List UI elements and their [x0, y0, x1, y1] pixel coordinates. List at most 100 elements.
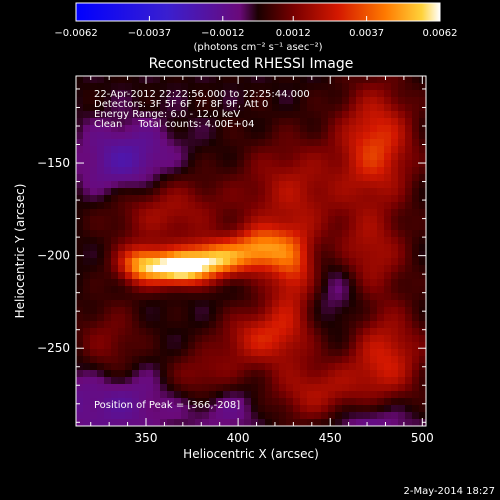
heatmap-cell	[230, 412, 238, 420]
heatmap-cell	[195, 132, 203, 140]
heatmap-cell	[146, 132, 154, 140]
heatmap-cell	[160, 76, 168, 84]
heatmap-cell	[293, 160, 301, 168]
heatmap-cell	[216, 265, 224, 273]
heatmap-cell	[125, 349, 133, 357]
heatmap-cell	[384, 97, 392, 105]
heatmap-cell	[412, 398, 420, 406]
heatmap-cell	[118, 223, 126, 231]
heatmap-cell	[104, 83, 112, 91]
heatmap-cell	[363, 160, 371, 168]
heatmap-cell	[237, 419, 245, 426]
heatmap-cell	[412, 349, 420, 357]
heatmap-cell	[195, 174, 203, 182]
heatmap-cell	[97, 223, 105, 231]
heatmap-cell	[209, 118, 217, 126]
heatmap-cell	[90, 405, 98, 413]
heatmap-cell	[405, 237, 413, 245]
heatmap-cell	[307, 167, 315, 175]
heatmap-cell	[174, 188, 182, 196]
heatmap-cell	[370, 244, 378, 252]
heatmap-cell	[398, 132, 406, 140]
heatmap-cell	[251, 328, 259, 336]
heatmap-cell	[286, 342, 294, 350]
heatmap-cell	[342, 342, 350, 350]
heatmap-cell	[398, 188, 406, 196]
heatmap-cell	[412, 251, 420, 259]
heatmap-cell	[363, 342, 371, 350]
y-tick-label: −250	[37, 341, 70, 355]
heatmap-cell	[125, 216, 133, 224]
heatmap-cell	[377, 412, 385, 420]
heatmap-cell	[153, 272, 161, 280]
heatmap-cell	[412, 391, 420, 399]
heatmap-cell	[279, 181, 287, 189]
heatmap-cell	[398, 76, 406, 84]
heatmap-cell	[125, 258, 133, 266]
heatmap-cell	[377, 286, 385, 294]
heatmap-cell	[244, 160, 252, 168]
heatmap-cell	[398, 111, 406, 119]
heatmap-cell	[300, 223, 308, 231]
heatmap-cell	[174, 286, 182, 294]
heatmap-cell	[286, 419, 294, 426]
heatmap-cell	[356, 405, 364, 413]
heatmap-cell	[153, 391, 161, 399]
heatmap-cell	[111, 391, 119, 399]
heatmap-cell	[293, 349, 301, 357]
heatmap-cell	[314, 377, 322, 385]
heatmap-cell	[286, 363, 294, 371]
heatmap-cell	[328, 97, 336, 105]
heatmap-cell	[391, 153, 399, 161]
heatmap-cell	[132, 377, 140, 385]
heatmap-cell	[209, 293, 217, 301]
heatmap-cell	[97, 356, 105, 364]
heatmap-cell	[118, 181, 126, 189]
heatmap-cell	[76, 188, 84, 196]
heatmap-cell	[202, 300, 210, 308]
heatmap-cell	[265, 335, 273, 343]
heatmap-cell	[342, 377, 350, 385]
heatmap-cell	[265, 111, 273, 119]
heatmap-cell	[293, 153, 301, 161]
heatmap-cell	[244, 76, 252, 84]
heatmap-cell	[377, 265, 385, 273]
heatmap-cell	[258, 230, 266, 238]
heatmap-cell	[132, 321, 140, 329]
heatmap-cell	[405, 216, 413, 224]
heatmap-cell	[125, 118, 133, 126]
heatmap-cell	[363, 405, 371, 413]
heatmap-cell	[335, 209, 343, 217]
heatmap-cell	[342, 97, 350, 105]
heatmap-cell	[251, 97, 259, 105]
heatmap-cell	[335, 76, 343, 84]
heatmap-cell	[146, 83, 154, 91]
heatmap-cell	[230, 174, 238, 182]
heatmap-cell	[153, 321, 161, 329]
heatmap-cell	[314, 104, 322, 112]
heatmap-cell	[293, 412, 301, 420]
heatmap-cell	[174, 349, 182, 357]
heatmap-cell	[363, 118, 371, 126]
heatmap-cell	[139, 111, 147, 119]
heatmap-cell	[111, 384, 119, 392]
heatmap-cell	[349, 104, 357, 112]
heatmap-cell	[363, 391, 371, 399]
heatmap-cell	[118, 335, 126, 343]
heatmap-cell	[321, 314, 329, 322]
heatmap-cell	[286, 391, 294, 399]
heatmap-cell	[300, 377, 308, 385]
heatmap-cell	[83, 118, 91, 126]
heatmap-cell	[321, 223, 329, 231]
heatmap-cell	[349, 202, 357, 210]
heatmap-cell	[356, 230, 364, 238]
heatmap-cell	[307, 356, 315, 364]
heatmap-cell	[349, 223, 357, 231]
heatmap-cell	[202, 76, 210, 84]
heatmap-cell	[370, 125, 378, 133]
heatmap-cell	[356, 349, 364, 357]
heatmap-cell	[237, 216, 245, 224]
heatmap-cell	[118, 125, 126, 133]
heatmap-cell	[307, 195, 315, 203]
heatmap-cell	[174, 391, 182, 399]
